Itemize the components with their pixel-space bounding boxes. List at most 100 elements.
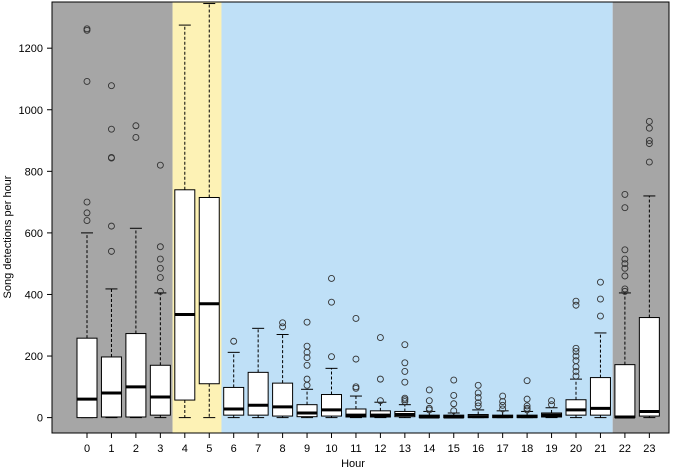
outlier-point — [523, 404, 531, 412]
box-hour-19 — [541, 397, 563, 419]
x-axis-label: Hour — [341, 458, 365, 470]
box-hour-9 — [296, 318, 318, 419]
box-hour-17 — [492, 392, 514, 419]
x-tick-label: 18 — [521, 443, 533, 455]
outlier-point — [499, 401, 507, 409]
outlier-point — [132, 122, 140, 130]
box-hour-13 — [394, 341, 416, 419]
box-iqr — [223, 386, 245, 416]
box-hour-21 — [589, 278, 611, 419]
outlier-point — [597, 295, 604, 303]
outlier-point — [107, 82, 115, 90]
outlier-point — [572, 352, 580, 360]
box-iqr — [565, 399, 587, 416]
outlier-point — [597, 278, 604, 286]
outlier-point — [328, 353, 335, 361]
outlier-point — [621, 272, 629, 280]
x-tick-label: 5 — [206, 443, 212, 455]
x-tick-label: 14 — [423, 443, 435, 455]
outlier-point — [83, 198, 91, 206]
outlier-point — [548, 401, 555, 409]
outlier-point — [474, 394, 482, 402]
box-iqr — [614, 364, 636, 419]
outlier-point — [156, 255, 164, 263]
outlier-point — [303, 361, 311, 369]
outlier-point — [499, 405, 507, 413]
box-hour-0 — [76, 25, 98, 419]
x-tick-label: 0 — [84, 443, 90, 455]
y-tick-label: 0 — [37, 413, 43, 425]
x-tick-label: 22 — [619, 443, 631, 455]
outlier-point — [621, 190, 629, 198]
box-iqr — [198, 196, 220, 385]
outlier-point — [645, 158, 653, 166]
box-hour-16 — [467, 381, 489, 419]
outlier-point — [156, 264, 164, 272]
y-tick-label: 400 — [25, 289, 43, 301]
outlier-point — [645, 137, 653, 144]
x-tick-label: 17 — [497, 443, 509, 455]
outlier-point — [401, 341, 409, 349]
outlier-point — [303, 375, 311, 383]
outlier-point — [523, 395, 531, 403]
x-tick-label: 20 — [570, 443, 582, 455]
outlier-point — [83, 77, 91, 85]
outlier-point — [107, 125, 115, 133]
outlier-point — [450, 376, 458, 384]
plot-frame — [51, 1, 670, 434]
box-series — [76, 3, 660, 419]
x-tick-label: 10 — [325, 443, 337, 455]
x-tick-label: 15 — [448, 443, 460, 455]
outlier-point — [107, 247, 115, 255]
y-tick-label: 600 — [25, 228, 43, 240]
box-iqr — [174, 189, 196, 401]
box-iqr — [272, 382, 294, 417]
outlier-point — [352, 355, 360, 363]
box-iqr — [247, 371, 269, 416]
outlier-point — [376, 375, 384, 383]
y-axis: 0 200 400 600 800 1000 1200 — [19, 43, 53, 425]
outlier-point — [83, 217, 91, 225]
x-tick-label: 8 — [280, 443, 286, 455]
outlier-point — [230, 337, 238, 345]
outlier-point — [83, 25, 91, 33]
outlier-point — [401, 394, 409, 402]
outlier-point — [572, 347, 580, 355]
box-hour-1 — [100, 82, 122, 419]
box-hour-8 — [272, 319, 294, 419]
outlier-point — [645, 124, 653, 132]
outlier-point — [425, 404, 433, 412]
outlier-point — [401, 367, 409, 375]
outlier-point — [303, 318, 311, 326]
box-hour-10 — [321, 275, 342, 419]
outlier-point — [83, 209, 91, 217]
outlier-point — [328, 275, 335, 282]
outlier-point — [572, 357, 580, 365]
x-tick-label: 16 — [472, 443, 484, 455]
y-tick-label: 800 — [25, 166, 43, 178]
box-hour-20 — [565, 297, 587, 419]
x-tick-label: 19 — [545, 443, 557, 455]
box-hour-15 — [443, 376, 465, 419]
box-hour-23 — [638, 117, 660, 419]
x-tick-label: 11 — [350, 443, 361, 455]
box-hour-11 — [345, 315, 367, 419]
outlier-point — [572, 344, 580, 352]
outlier-point — [523, 377, 531, 385]
outlier-point — [645, 117, 653, 125]
outlier-point — [401, 378, 409, 386]
outlier-point — [621, 285, 629, 293]
outlier-point — [401, 398, 409, 406]
outlier-point — [645, 140, 653, 148]
outlier-point — [376, 334, 384, 342]
box-iqr — [100, 356, 122, 418]
outlier-point — [450, 391, 458, 399]
box-iqr — [125, 333, 147, 418]
outlier-point — [352, 383, 360, 391]
box-hour-3 — [149, 161, 171, 419]
outlier-point — [156, 287, 164, 295]
box-iqr — [321, 394, 342, 417]
outlier-point — [132, 134, 140, 141]
outlier-point — [352, 315, 360, 322]
y-tick-label: 200 — [25, 351, 43, 363]
